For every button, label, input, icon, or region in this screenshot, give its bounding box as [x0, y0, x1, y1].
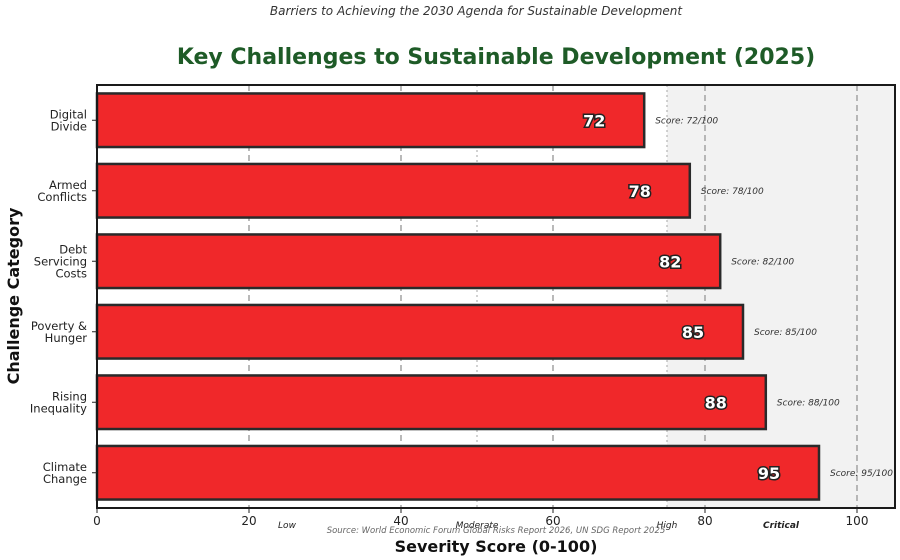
- critical-zone-shading: [667, 85, 895, 508]
- x-tick-label-40: 40: [393, 514, 408, 528]
- y-tick-label-3: Poverty & Hunger: [31, 319, 87, 345]
- x-tick-label-0: 0: [93, 514, 101, 528]
- bar-value-label-4: 88: [705, 393, 727, 412]
- y-tick-label-5: Climate Change: [43, 460, 87, 486]
- score-note-5: Score: 95/100: [830, 469, 893, 479]
- score-note-4: Score: 88/100: [777, 398, 840, 408]
- y-tick-label-4: Rising Inequality: [30, 389, 87, 415]
- y-tick-labels: Digital Divide Armed Conflicts Debt Servicing…: [30, 107, 97, 486]
- bar-2: [95, 233, 722, 290]
- score-note-3: Score: 85/100: [754, 328, 817, 338]
- zone-label-0: Low: [278, 521, 297, 531]
- plot-border: [96, 84, 896, 509]
- x-tick-label-100: 100: [846, 514, 869, 528]
- y-tick-label-2: Debt Servicing Costs: [34, 242, 88, 280]
- x-axis-title: Severity Score (0-100): [395, 537, 598, 556]
- y-axis-title: Challenge Category: [4, 207, 23, 384]
- zone-label-3: Critical: [763, 521, 800, 531]
- bar-value-label-2: 82: [659, 252, 681, 271]
- bar-value-label-3: 85: [682, 323, 704, 342]
- x-tick-label-20: 20: [241, 514, 256, 528]
- score-note-1: Score: 78/100: [701, 187, 764, 197]
- bar-value-label-0: 72: [583, 111, 605, 130]
- zone-label-1: Moderate: [456, 521, 499, 531]
- bar-4: [95, 374, 768, 431]
- score-note-2: Score: 82/100: [731, 257, 794, 267]
- source-note: Source: World Economic Forum Global Risk…: [327, 526, 666, 536]
- chart-title: Key Challenges to Sustainable Developmen…: [177, 45, 815, 70]
- zone-label-2: High: [657, 521, 678, 531]
- shaded-region: [667, 85, 895, 508]
- reference-lines: [248, 85, 858, 508]
- bar-5: [95, 444, 821, 501]
- x-tick-label-80: 80: [697, 514, 712, 528]
- bar-value-labels: 72 78 82 85 88 95: [582, 110, 782, 485]
- plot-frame: [96, 84, 896, 509]
- x-tick-labels: 0 20 40 60 80 100: [93, 508, 868, 528]
- bar-0: [95, 92, 646, 149]
- score-notes: Score: 72/100 Score: 78/100 Score: 82/100 S…: [655, 116, 893, 479]
- bar-1: [95, 162, 692, 219]
- y-tick-label-0: Digital Divide: [50, 107, 87, 133]
- bar-value-label-5: 95: [758, 464, 780, 483]
- bar-value-label-1: 78: [629, 182, 651, 201]
- zone-labels: Low Moderate High Critical: [278, 521, 800, 531]
- bar-3: [95, 303, 745, 360]
- y-tick-label-1: Armed Conflicts: [37, 178, 87, 204]
- chart-supertitle: Barriers to Achieving the 2030 Agenda fo…: [270, 4, 683, 18]
- score-note-0: Score: 72/100: [655, 116, 718, 126]
- x-tick-label-60: 60: [545, 514, 560, 528]
